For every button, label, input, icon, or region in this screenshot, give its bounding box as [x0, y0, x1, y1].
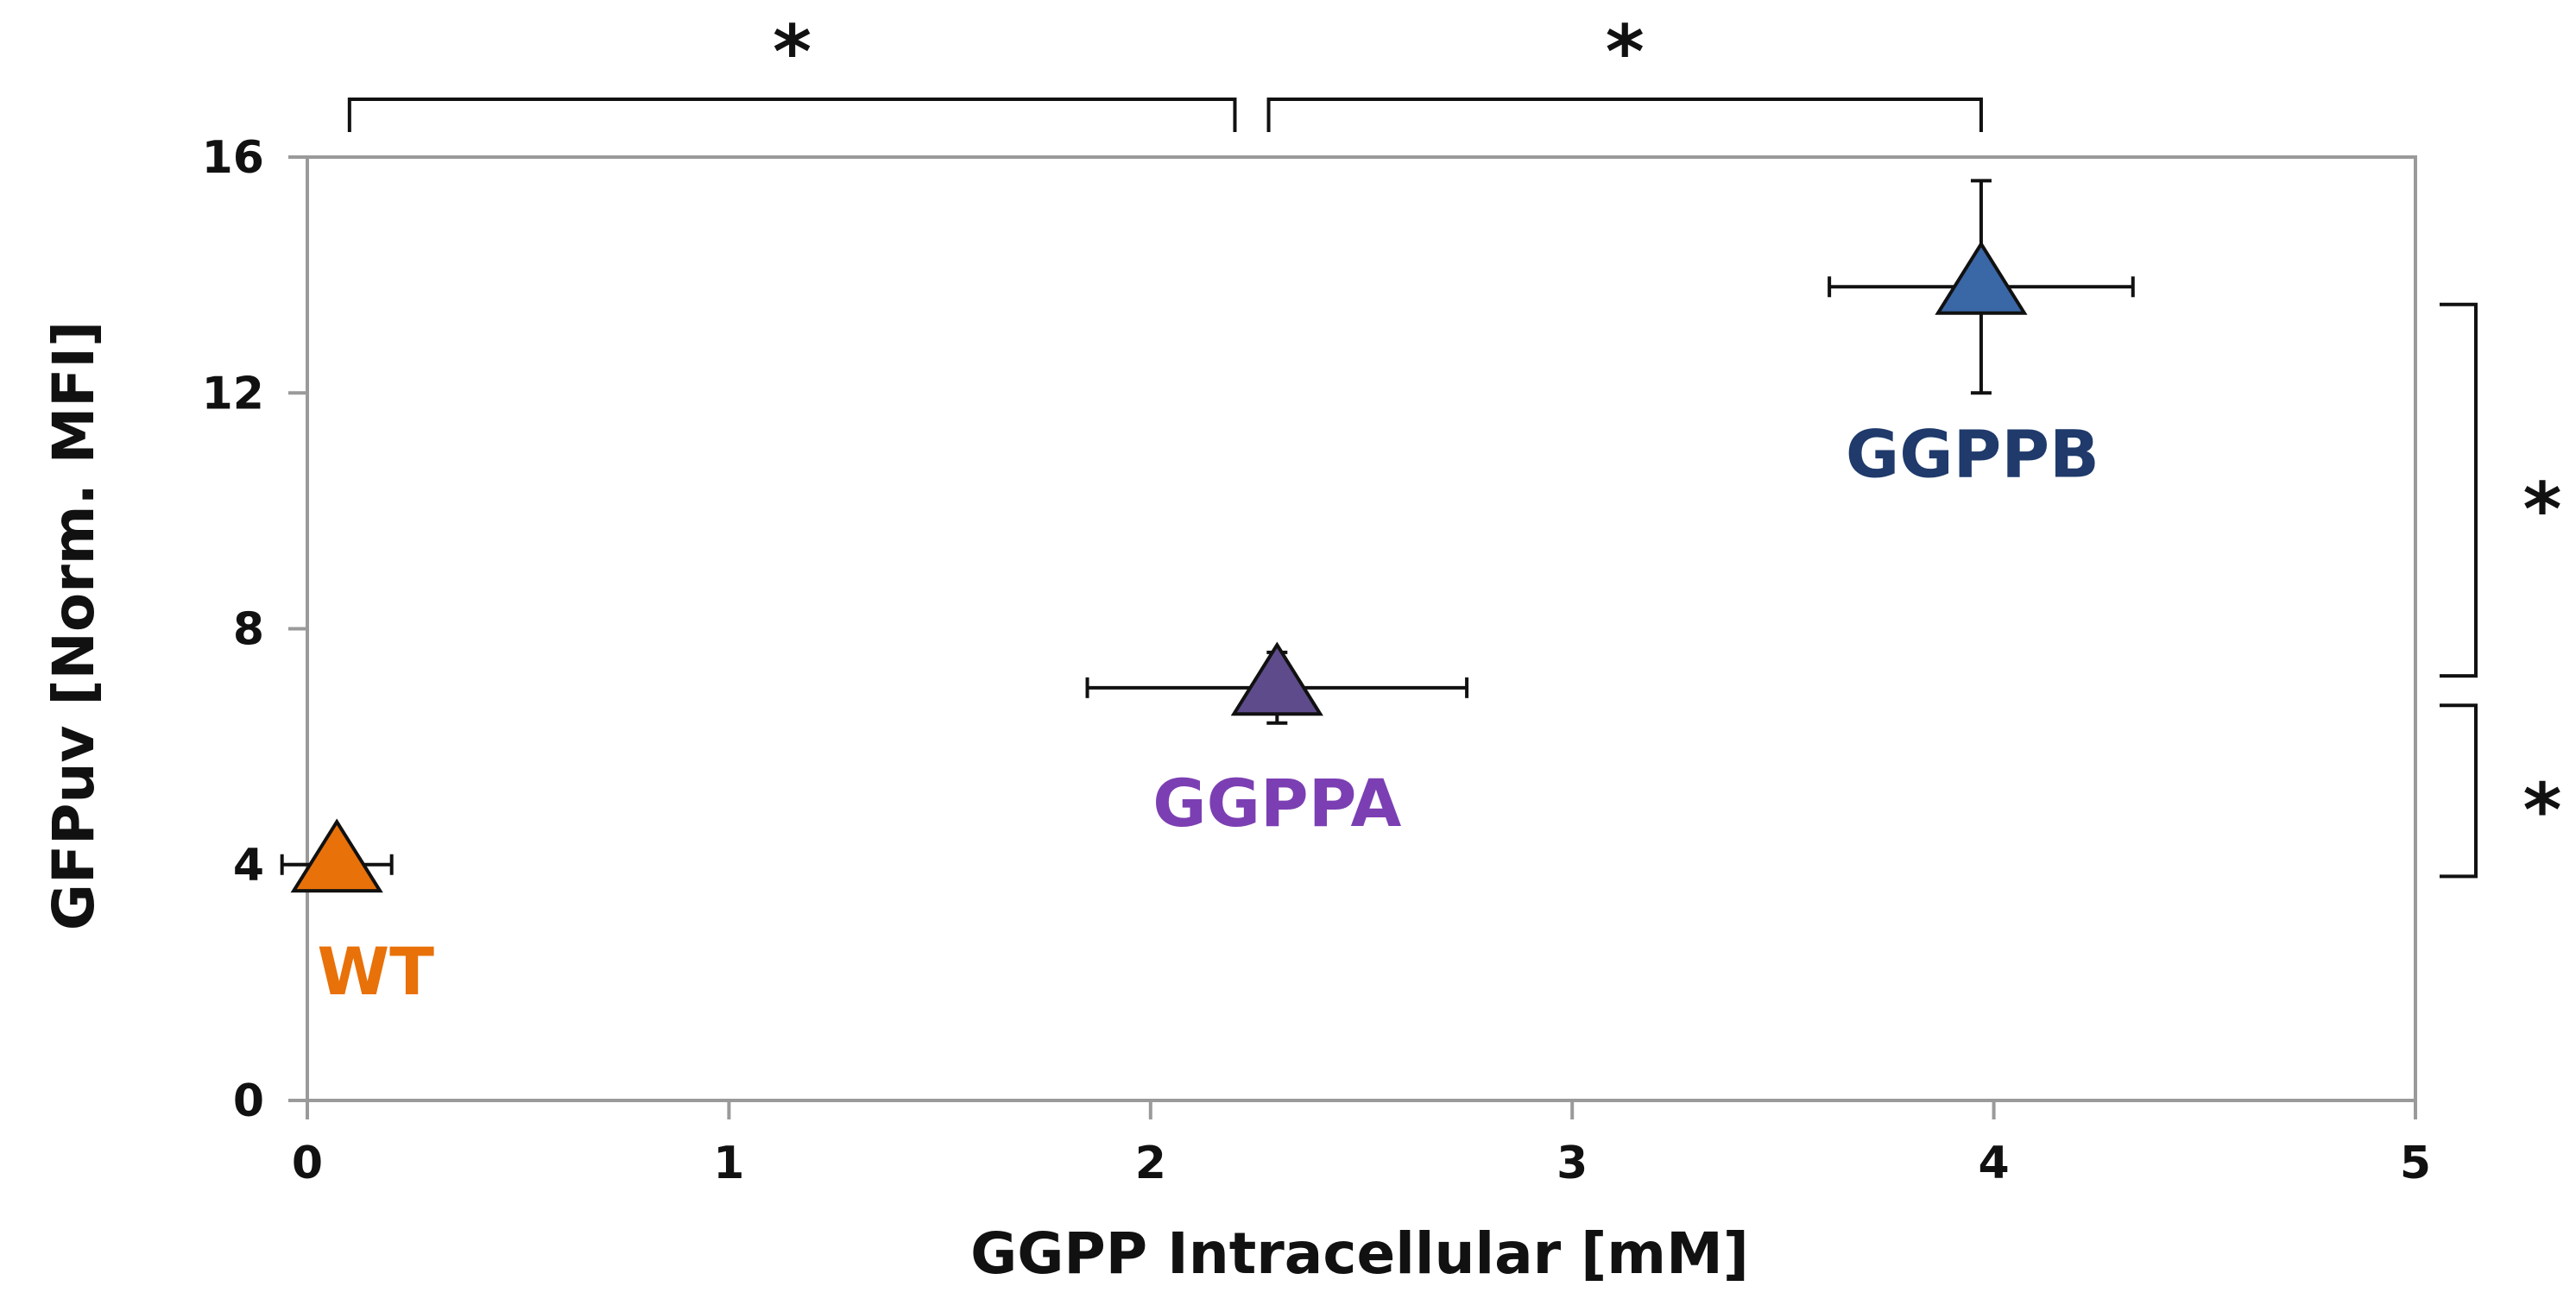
significance-bracket	[2440, 703, 2478, 879]
y-tick-label: 8	[233, 604, 264, 656]
plot-frame	[306, 155, 2417, 1102]
x-axis-title: GGPP Intracellular [mM]	[970, 1220, 1749, 1287]
significance-star: *	[773, 9, 811, 96]
x-tick-label: 3	[1556, 1138, 1588, 1189]
x-tick-label: 4	[1979, 1138, 2010, 1189]
significance-bracket	[1266, 98, 1983, 132]
data-point-triangle	[290, 818, 383, 893]
data-points: WT GGPPA GGPPB	[280, 179, 2135, 1010]
data-point-label: GGPPA	[1152, 765, 1401, 842]
y-tick-label: 16	[202, 132, 264, 184]
significance-bracket	[347, 98, 1237, 132]
x-tick-label: 2	[1135, 1138, 1166, 1189]
data-point-label: WT	[317, 933, 434, 1010]
y-tick-label: 0	[233, 1075, 264, 1127]
significance-brackets: * * * *	[347, 9, 2562, 879]
data-point-triangle	[1935, 240, 2028, 315]
axes	[288, 155, 2417, 1119]
significance-bracket	[2440, 302, 2478, 678]
x-tick-label: 0	[292, 1138, 323, 1189]
significance-star: *	[2523, 467, 2562, 553]
x-tick-label: 1	[713, 1138, 744, 1189]
data-point-label: GGPPB	[1846, 415, 2099, 492]
significance-star: *	[1606, 9, 1645, 96]
x-tick-label: 5	[2400, 1138, 2431, 1189]
y-tick-label: 12	[202, 368, 264, 419]
significance-star: *	[2523, 767, 2562, 854]
y-axis-title: GFPuv [Norm. MFI]	[41, 321, 107, 930]
y-tick-label: 4	[233, 840, 264, 892]
data-point-triangle	[1230, 641, 1323, 716]
